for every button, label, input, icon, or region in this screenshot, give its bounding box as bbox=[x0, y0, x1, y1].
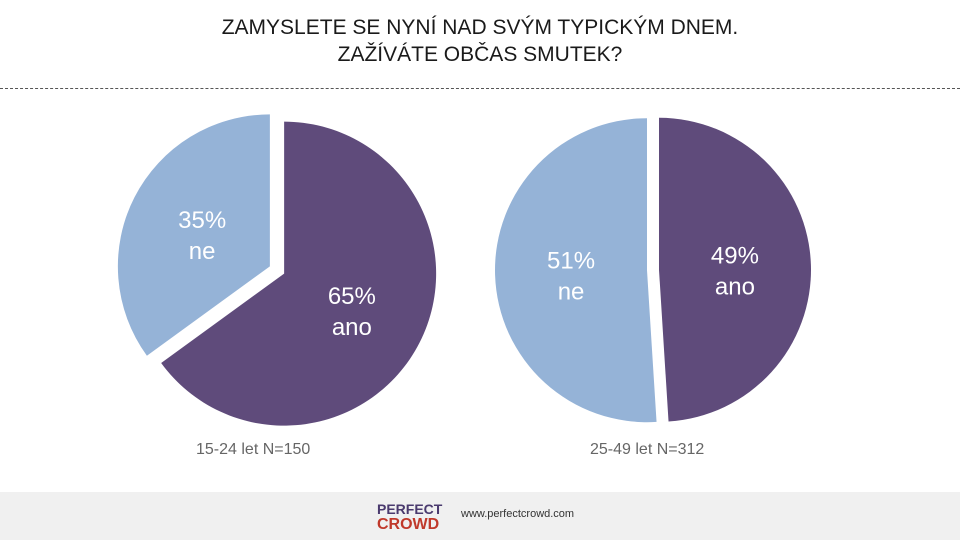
logo-line-1: PERFECT bbox=[377, 501, 443, 517]
pie-1-slice-ne bbox=[117, 114, 270, 356]
logo-line-2: CROWD bbox=[377, 516, 440, 533]
perfect-crowd-logo: PERFECT CROWD bbox=[377, 501, 443, 533]
pie-charts-canvas: 65% ano 35% ne 49% ano 51% ne bbox=[117, 114, 811, 426]
pie-2-slice-ano-label: ano bbox=[715, 273, 755, 300]
website-link[interactable]: www.perfectcrowd.com bbox=[461, 508, 575, 520]
pie-1-slice-ne-label: ne bbox=[189, 238, 216, 265]
footer-bar: PERFECT CROWD www.perfectcrowd.com bbox=[0, 492, 960, 540]
pie-2-slice-ne-label: ne bbox=[558, 279, 585, 306]
pie-2-slice-ne bbox=[495, 118, 657, 423]
pie-2-slice-ne-value: 51% bbox=[547, 248, 595, 275]
pie-1-slice-ne-value: 35% bbox=[178, 207, 226, 234]
pie-2-slice-ano-value: 49% bbox=[711, 242, 759, 269]
chart-title: ZAMYSLETE SE NYNÍ NAD SVÝM TYPICKÝM DNEM… bbox=[0, 14, 960, 68]
pie-2-slice-ano bbox=[658, 117, 811, 422]
pie-1-slice-ano-value: 65% bbox=[328, 283, 376, 310]
title-line-2: ZAŽÍVÁTE OBČAS SMUTEK? bbox=[337, 43, 623, 66]
pie-2-caption: 25-49 let N=312 bbox=[590, 441, 705, 458]
pie-1-caption: 15-24 let N=150 bbox=[196, 441, 311, 458]
title-line-1: ZAMYSLETE SE NYNÍ NAD SVÝM TYPICKÝM DNEM… bbox=[221, 16, 739, 39]
dashed-divider bbox=[0, 88, 960, 89]
pie-1-slice-ano-label: ano bbox=[332, 314, 372, 341]
pie-1-slice-ano bbox=[161, 121, 437, 426]
